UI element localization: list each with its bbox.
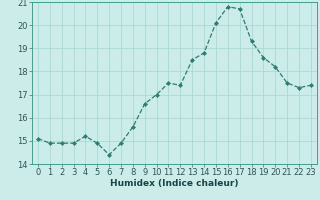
X-axis label: Humidex (Indice chaleur): Humidex (Indice chaleur) bbox=[110, 179, 239, 188]
